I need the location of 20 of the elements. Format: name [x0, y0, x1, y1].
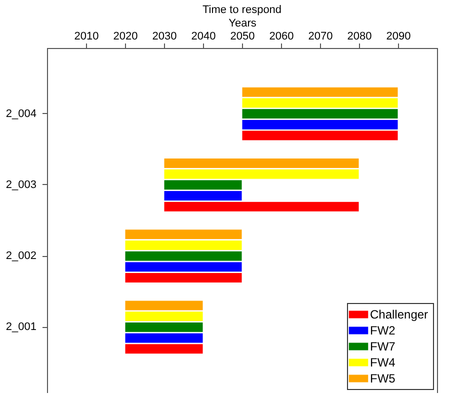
x-axis-title: Years: [228, 18, 257, 30]
legend-label: FW4: [370, 356, 396, 370]
legend-label: FW7: [370, 340, 396, 354]
x-tick-label: 2010: [74, 30, 99, 42]
x-tick-label: 2070: [308, 30, 333, 42]
y-tick-label: 2_003: [6, 178, 36, 191]
legend-label: FW5: [370, 372, 396, 386]
x-tick-label: 2090: [386, 30, 411, 42]
legend-label: Challenger: [370, 308, 428, 322]
x-tick-label: 2030: [152, 30, 177, 42]
y-tick-label: 2_001: [6, 321, 36, 334]
x-tick-label: 2020: [113, 30, 138, 42]
y-tick-label: 2_004: [6, 108, 36, 120]
x-tick-label: 2050: [230, 30, 255, 42]
y-tick-label: 2_002: [6, 250, 36, 262]
x-tick-label: 2080: [347, 30, 372, 42]
x-tick-label: 2040: [191, 30, 216, 42]
legend-label: FW2: [370, 324, 396, 338]
chart-title: Time to respond: [202, 4, 282, 16]
x-tick-label: 2060: [269, 30, 294, 42]
